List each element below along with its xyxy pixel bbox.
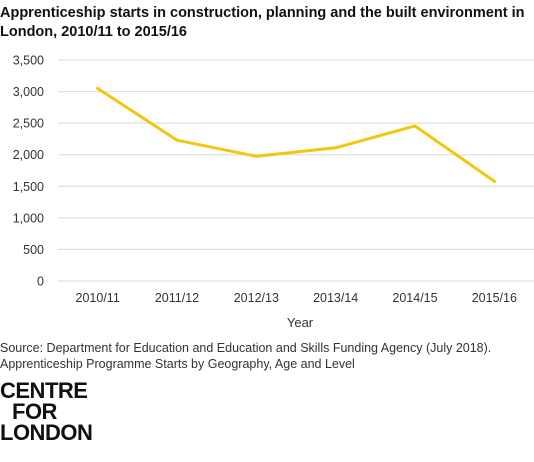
source-note: Source: Department for Education and Edu… — [0, 340, 534, 372]
chart-title-line-1: Apprenticeship starts in construction, p… — [0, 5, 525, 21]
logo-line-1: CENTRE — [0, 378, 88, 403]
data-point — [334, 146, 338, 150]
x-tick-label: 2010/11 — [76, 291, 120, 305]
y-tick-label: 2,000 — [13, 148, 44, 162]
y-tick-label: 3,500 — [13, 54, 44, 68]
logo-line-3: LONDON — [0, 420, 93, 445]
data-point — [175, 138, 179, 142]
line-chart: 0 500 1,000 1,500 2,000 2,500 3,000 3,500 2010/1… — [13, 54, 534, 330]
source-line-2: Apprenticeship Programme Starts by Geogr… — [0, 357, 355, 371]
y-tick-label: 500 — [23, 243, 44, 257]
y-tick-label: 1,000 — [13, 211, 44, 225]
chart-title-line-2: London, 2010/11 to 2015/16 — [0, 24, 187, 40]
source-line-1: Source: Department for Education and Edu… — [0, 341, 492, 355]
y-tick-label: 1,500 — [13, 180, 44, 194]
data-point — [254, 154, 258, 158]
x-tick-label: 2011/12 — [155, 291, 199, 305]
data-point — [96, 86, 100, 91]
series-line — [96, 86, 496, 183]
x-tick-label: 2013/14 — [313, 291, 358, 305]
y-tick-label: 0 — [37, 275, 44, 289]
data-point — [413, 124, 417, 128]
x-tick-label: 2014/15 — [392, 291, 437, 305]
centre-for-london-logo: CENTRE FOR LONDON — [0, 378, 93, 445]
x-tick-label: 2012/13 — [234, 291, 279, 305]
data-point — [492, 179, 496, 183]
y-tick-label: 3,000 — [13, 85, 44, 99]
logo-line-2: FOR — [12, 399, 57, 424]
x-tick-label: 2015/16 — [472, 291, 517, 305]
chart-title: Apprenticeship starts in construction, p… — [0, 4, 534, 42]
y-tick-label: 2,500 — [13, 117, 44, 131]
x-axis-title: Year — [287, 315, 314, 330]
